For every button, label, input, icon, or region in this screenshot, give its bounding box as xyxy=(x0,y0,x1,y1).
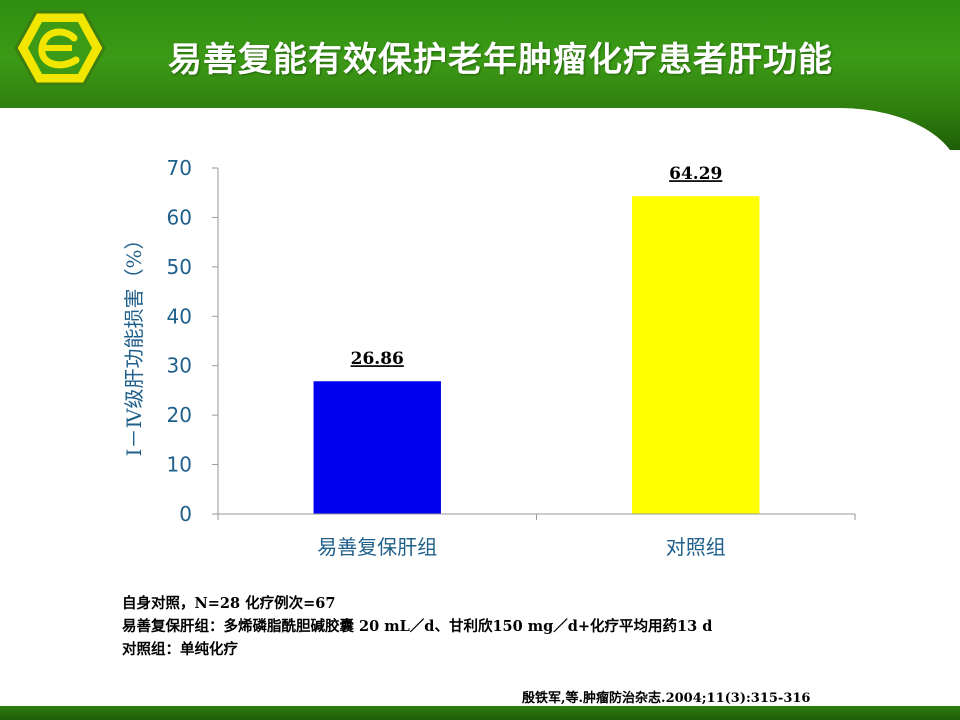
y-tick-label: 70 xyxy=(167,156,192,180)
x-category-label: 对照组 xyxy=(666,535,726,559)
bars: 26.86 64.29 xyxy=(313,164,760,515)
brand-logo-icon xyxy=(14,10,106,86)
study-note-line-2: 易善复保肝组：多烯磷脂酰胆碱胶囊 20 mL／d、甘利欣150 mg／d+化疗平… xyxy=(122,618,713,635)
slide-title: 易善复能有效保护老年肿瘤化疗患者肝功能 xyxy=(168,40,833,80)
study-note-line-1: 自身对照，N=28 化疗例次=67 xyxy=(122,595,336,612)
y-axis-label: Ⅰ－Ⅳ级肝功能损害（%） xyxy=(122,230,146,457)
y-tick-label: 10 xyxy=(167,453,192,477)
y-tick-label: 40 xyxy=(167,304,192,328)
y-tick-label: 30 xyxy=(167,354,192,378)
x-axis: 易善复保肝组 对照组 xyxy=(217,513,856,559)
bar-value-label: 64.29 xyxy=(669,164,722,184)
footer-band xyxy=(0,706,960,720)
x-category-label: 易善复保肝组 xyxy=(317,535,437,559)
reference-citation: 殷铁军,等.肿瘤防治杂志.2004;11(3):315-316 xyxy=(522,691,811,706)
y-tick-label: 20 xyxy=(167,403,192,427)
bar-value-label: 26.86 xyxy=(351,349,404,369)
content-panel xyxy=(0,108,960,708)
y-tick-label: 0 xyxy=(179,502,192,526)
y-tick-label: 60 xyxy=(167,205,192,229)
bar-2 xyxy=(632,196,760,515)
y-tick-label: 50 xyxy=(167,255,192,279)
bar-1 xyxy=(313,381,441,514)
y-axis: 0 10 20 30 40 50 60 70 xyxy=(167,156,219,526)
study-note-line-3: 对照组：单纯化疗 xyxy=(122,641,238,658)
